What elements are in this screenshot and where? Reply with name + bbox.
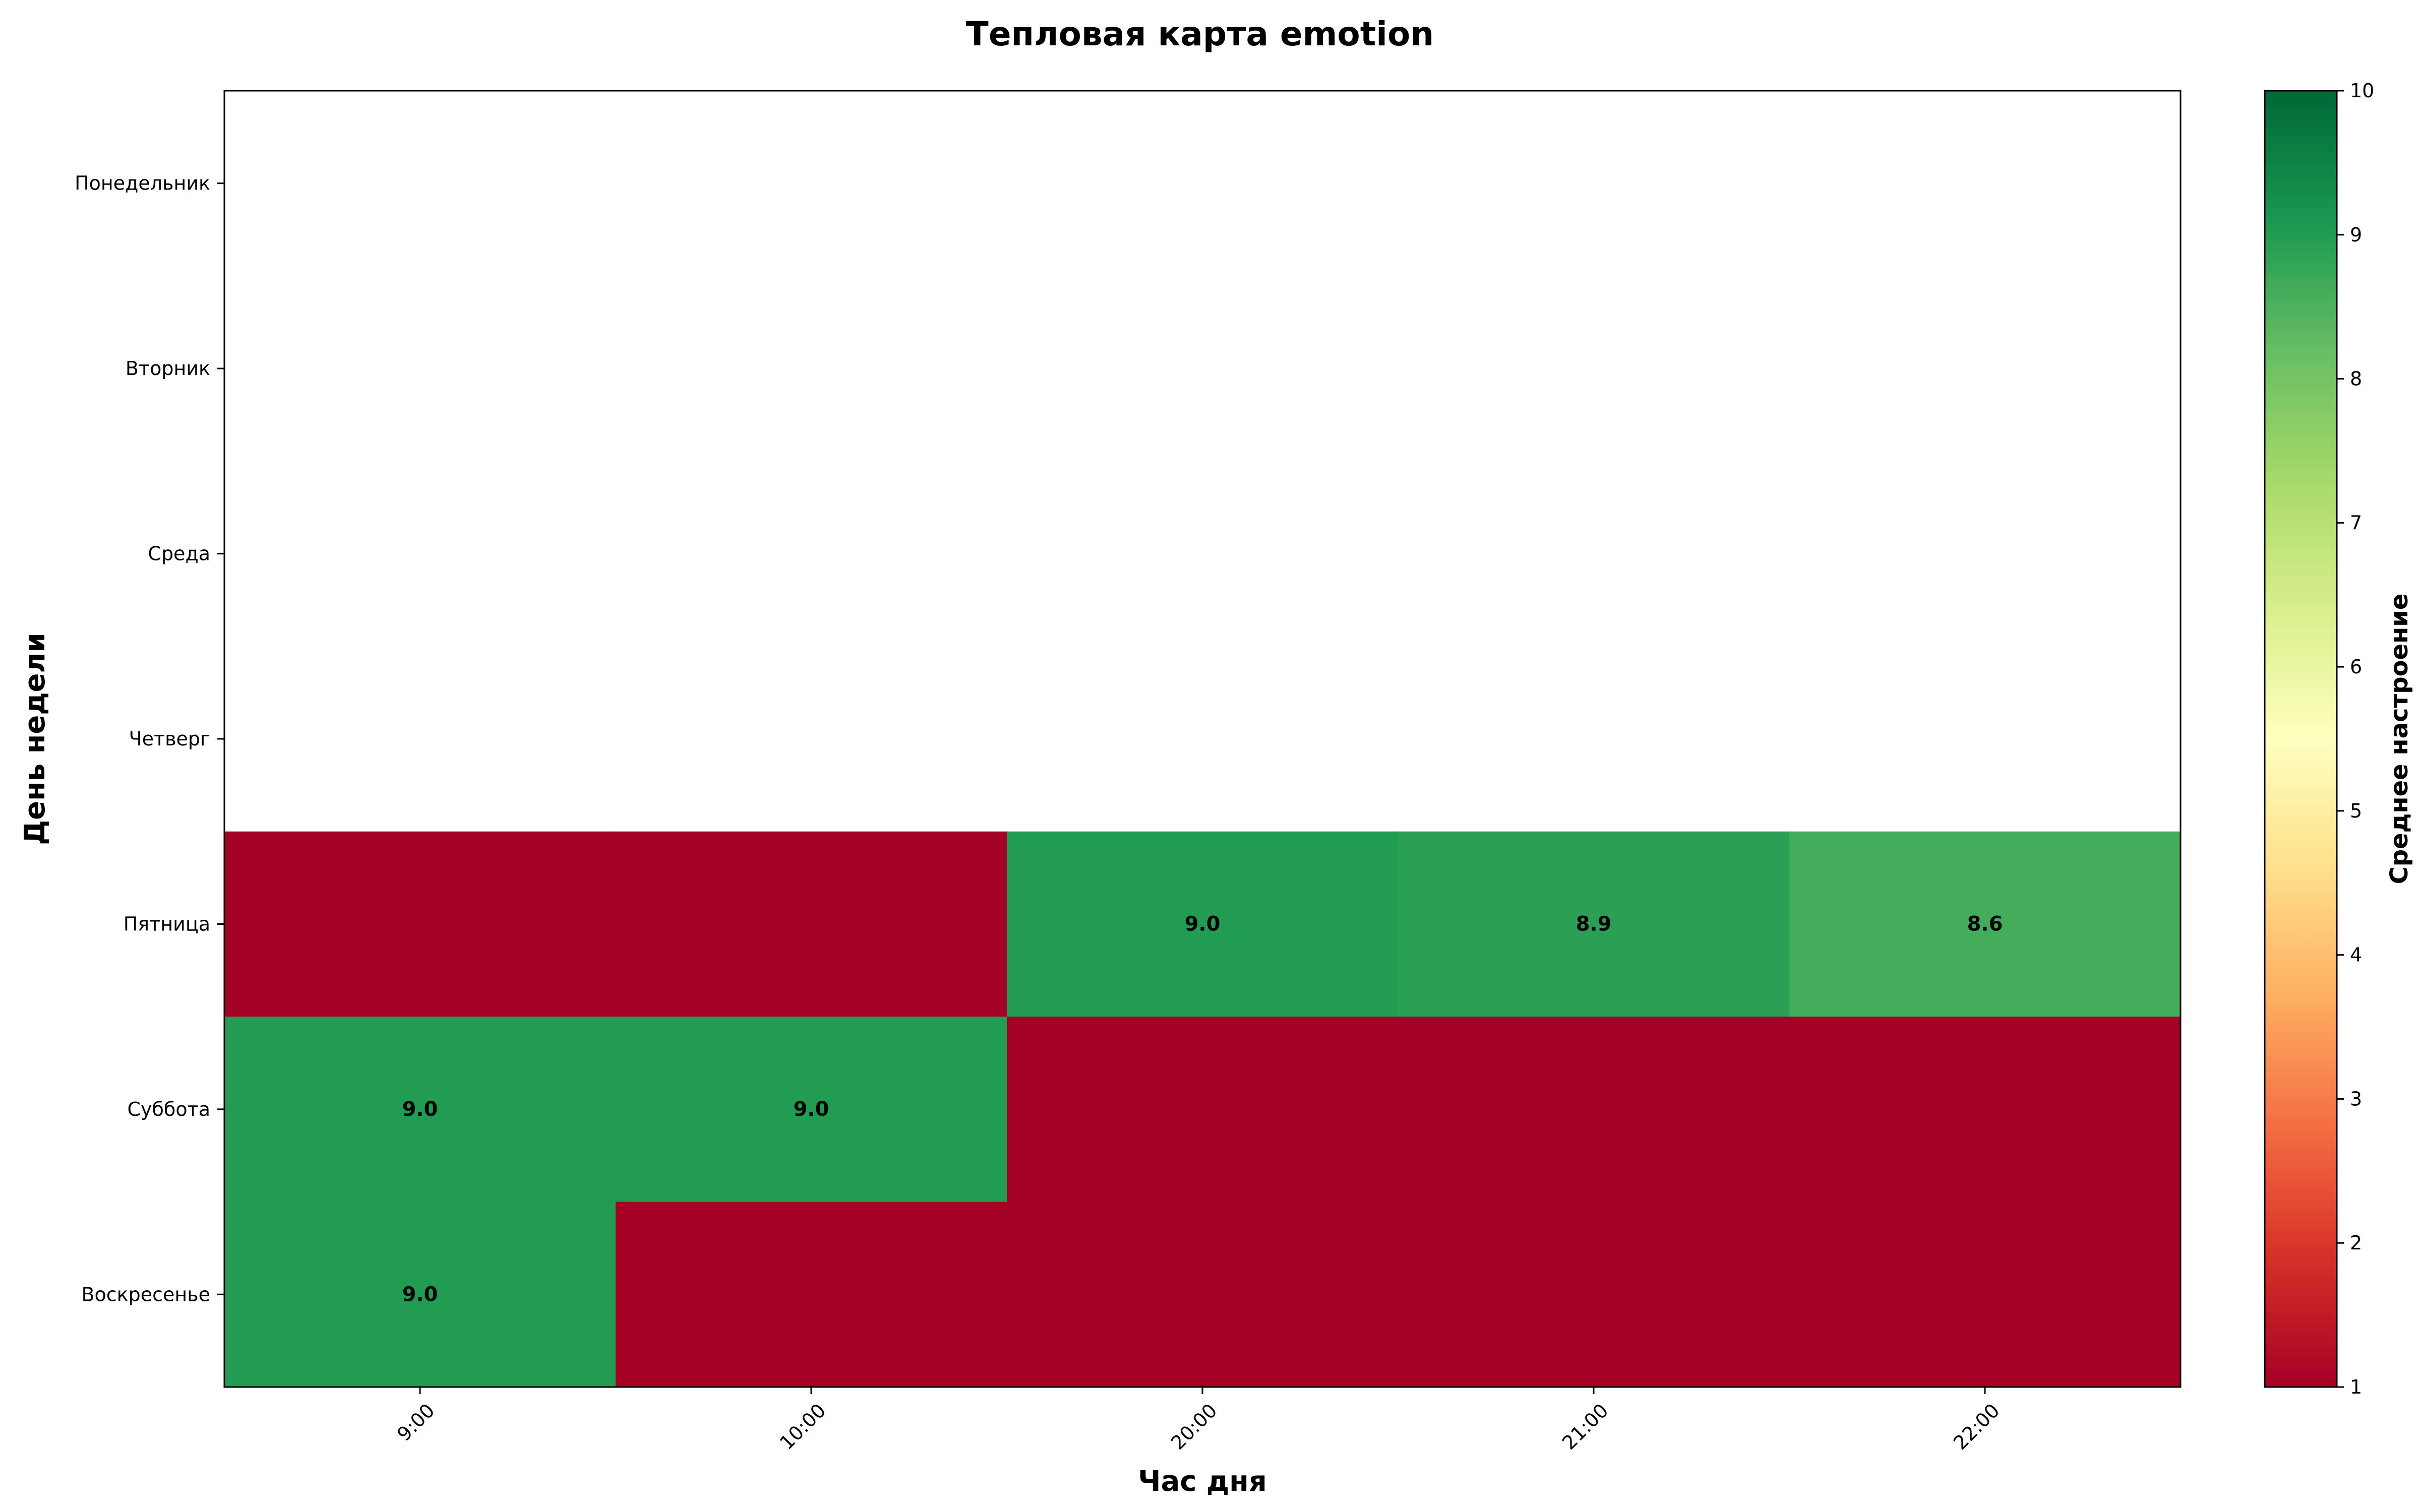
heatmap-cell (1007, 831, 1399, 1017)
y-axis-ticks: Понедельник Вторник Среда Четверг Пятница Суб… (75, 172, 224, 1305)
heatmap-cell (1398, 1017, 1790, 1203)
heatmap-cell-labels: 9.0 8.9 8.6 9.0 9.0 9.0 (402, 912, 2003, 1306)
heatmap-cell (1789, 1017, 2181, 1203)
heatmap-cell (1789, 831, 2181, 1017)
cell-value-label: 9.0 (402, 1098, 438, 1121)
heatmap-cell (616, 831, 1007, 1017)
heatmap-cell (1398, 831, 1790, 1017)
colorbar-tick-label: 8 (2350, 368, 2362, 390)
cell-value-label: 9.0 (402, 1283, 438, 1306)
heatmap-cell (616, 1202, 1007, 1388)
colorbar-tick-label: 4 (2350, 944, 2362, 966)
y-tick-label: Воскресенье (81, 1283, 210, 1305)
heatmap-cell (224, 1202, 616, 1388)
y-tick-label: Пятница (124, 913, 210, 935)
colorbar-tick-label: 1 (2350, 1376, 2362, 1398)
colorbar-ticks: 1 2 3 4 5 6 7 8 9 10 (2337, 80, 2374, 1398)
cell-value-label: 8.9 (1576, 912, 1612, 935)
colorbar-tick-label: 10 (2350, 80, 2374, 102)
colorbar: 1 2 3 4 5 6 7 8 9 10 Среднее настроение (2264, 80, 2413, 1398)
colorbar-tick-label: 2 (2350, 1232, 2362, 1254)
colorbar-gradient (2264, 90, 2338, 1388)
x-tick-label: 10:00 (775, 1399, 830, 1454)
y-tick-label: Среда (148, 543, 210, 565)
x-axis-ticks: 9:00 10:00 20:00 21:00 22:00 (393, 1387, 2004, 1454)
heatmap-cell (616, 1017, 1007, 1203)
y-axis-label: День недели (19, 633, 51, 845)
y-tick-label: Понедельник (75, 172, 210, 195)
x-tick-label: 20:00 (1167, 1399, 1222, 1454)
colorbar-label: Среднее настроение (2385, 594, 2413, 885)
heatmap-cell (224, 1017, 616, 1203)
colorbar-tick-label: 9 (2350, 224, 2362, 246)
x-axis-label: Час дня (1138, 1465, 1267, 1498)
y-tick-label: Вторник (126, 357, 210, 380)
heatmap-cell (224, 831, 616, 1017)
y-tick-label: Суббота (127, 1098, 210, 1120)
cell-value-label: 9.0 (1185, 912, 1221, 935)
colorbar-tick-label: 6 (2350, 656, 2362, 678)
cell-value-label: 8.6 (1967, 912, 2003, 935)
x-tick-label: 21:00 (1558, 1399, 1613, 1454)
y-tick-label: Четверг (129, 728, 210, 750)
heatmap-cell (1789, 1202, 2181, 1388)
chart-title: Тепловая карта emotion (966, 15, 1434, 53)
x-tick-label: 22:00 (1949, 1399, 2004, 1454)
colorbar-tick-label: 3 (2350, 1088, 2362, 1110)
cell-value-label: 9.0 (794, 1098, 829, 1121)
heatmap-cell (1398, 1202, 1790, 1388)
heatmap-cells (224, 831, 2181, 1388)
colorbar-tick-label: 7 (2350, 512, 2362, 534)
colorbar-tick-label: 5 (2350, 800, 2362, 822)
heatmap-cell (1007, 1202, 1399, 1388)
heatmap-cell (1007, 1017, 1399, 1203)
x-tick-label: 9:00 (393, 1399, 439, 1445)
